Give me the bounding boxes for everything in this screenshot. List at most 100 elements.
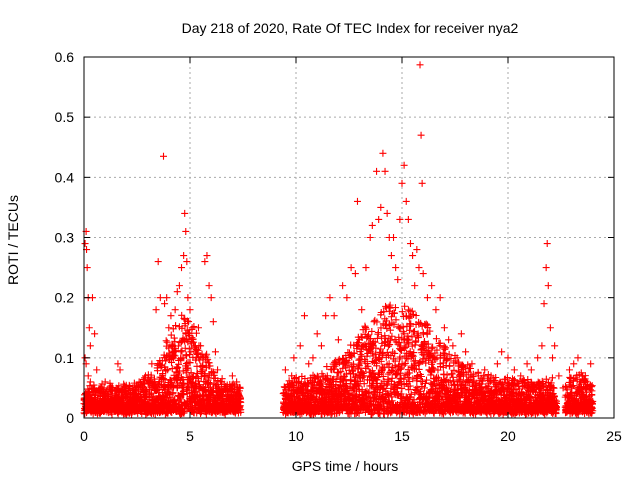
data-point [420,384,428,392]
y-tick-label: 0.5 [55,109,75,125]
data-point [358,306,366,314]
data-point [432,306,440,314]
data-point [458,389,466,397]
data-point [424,340,432,348]
data-point [400,161,408,169]
data-point [405,369,413,377]
data-point [382,302,390,310]
data-point [548,374,556,382]
data-point [126,382,134,390]
data-point [222,384,230,392]
data-point [183,352,191,360]
data-point [578,372,586,380]
data-point [172,322,180,330]
data-point [400,361,408,369]
data-point [352,399,360,407]
y-tick-label: 0.3 [55,230,75,246]
data-point [361,324,369,332]
data-point [148,360,156,368]
data-point [569,382,577,390]
data-point [377,333,385,341]
data-point [178,264,186,272]
data-point [401,302,409,310]
data-point [365,331,373,339]
data-point [375,215,383,223]
y-tick-label: 0.2 [55,290,75,306]
data-point [517,372,525,380]
data-point [189,338,197,346]
data-point [323,363,331,371]
data-point [396,353,404,361]
data-point [398,179,406,187]
data-point [445,336,453,344]
data-point [395,338,403,346]
data-point [543,240,551,248]
data-point [417,131,425,139]
data-point [388,332,396,340]
data-point [394,276,402,284]
data-point [405,386,413,394]
data-point [194,346,202,354]
data-point [441,345,449,353]
data-point [416,359,424,367]
data-point [565,366,573,374]
data-point [432,335,440,343]
data-point [339,282,347,290]
data-point [357,359,365,367]
data-point [586,381,594,389]
data-point [368,327,376,335]
data-point [419,270,427,278]
data-point [179,334,187,342]
data-point [373,167,381,175]
data-point [114,360,122,368]
data-point [190,323,198,331]
data-point [322,312,330,320]
data-point [350,349,358,357]
data-point [201,258,209,266]
data-point [186,306,194,314]
data-point [423,294,431,302]
data-point [237,408,245,416]
y-axis-label: ROTI / TECUs [5,195,21,285]
data-point [448,370,456,378]
data-point [402,197,410,205]
data-point [582,377,590,385]
data-point [353,197,361,205]
data-point [373,318,381,326]
data-point [201,370,209,378]
data-point [384,342,392,350]
data-point [168,358,176,366]
data-point [180,314,188,322]
data-point [383,317,391,325]
data-point [305,360,313,368]
x-tick-labels: 0 5 10 15 20 25 [80,428,622,444]
data-point [214,366,222,374]
data-point [317,342,325,350]
data-point [570,360,578,368]
data-point [163,294,171,302]
data-point [362,264,370,272]
data-point [236,384,244,392]
data-point [464,361,472,369]
data-point [405,338,413,346]
data-point [357,333,365,341]
data-point [154,258,162,266]
x-axis-label: GPS time / hours [292,458,399,474]
data-point [429,364,437,372]
data-point [426,351,434,359]
data-point [192,354,200,362]
data-point [168,382,176,390]
data-point [398,385,406,393]
data-point [228,372,236,380]
data-point [385,392,393,400]
data-point [336,359,344,367]
x-tick-label: 0 [80,428,88,444]
data-point [321,394,329,402]
data-point [484,382,492,390]
data-point [462,348,470,356]
data-point [85,324,93,332]
x-tick-label: 20 [500,428,516,444]
data-point [464,386,472,394]
data-point [587,360,595,368]
data-point [183,360,191,368]
